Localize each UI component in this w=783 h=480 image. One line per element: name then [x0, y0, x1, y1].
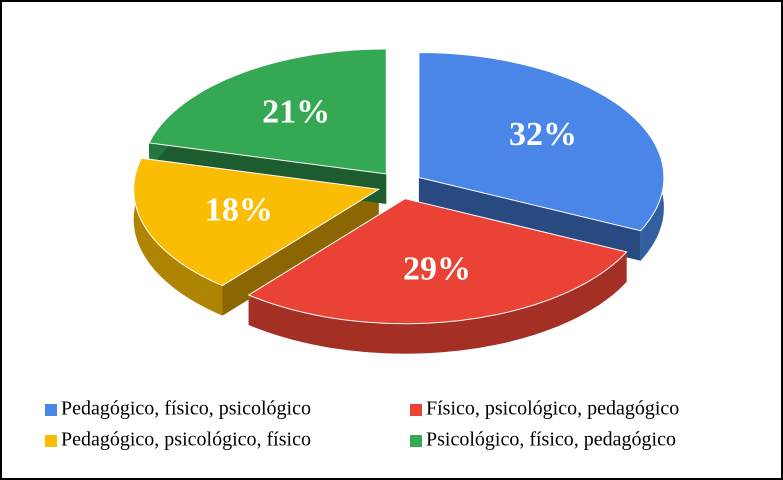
legend-label: Psicológico, físico, pedagógico: [426, 429, 676, 451]
data-label: 32%: [509, 116, 577, 153]
data-label: 29%: [403, 251, 471, 288]
legend-label: Pedagógico, psicológico, físico: [61, 429, 311, 451]
data-label: 21%: [262, 93, 330, 130]
slice-outer-wall: [248, 251, 627, 354]
legend-label: Físico, psicológico, pedagógico: [426, 398, 679, 420]
slice-edge-wall: [222, 189, 379, 316]
slice: [418, 51, 665, 232]
slice-edge-wall: [418, 177, 641, 261]
data-label: 18%: [205, 191, 273, 228]
legend-marker: [410, 404, 422, 416]
slice: [133, 157, 381, 287]
slice: [247, 198, 628, 325]
slice-outer-wall: [133, 158, 223, 316]
slice: [148, 48, 387, 175]
legend-marker: [410, 435, 422, 447]
legend-label: Pedagógico, físico, psicológico: [61, 398, 311, 420]
legend-marker: [45, 404, 57, 416]
legend-marker: [45, 435, 57, 447]
